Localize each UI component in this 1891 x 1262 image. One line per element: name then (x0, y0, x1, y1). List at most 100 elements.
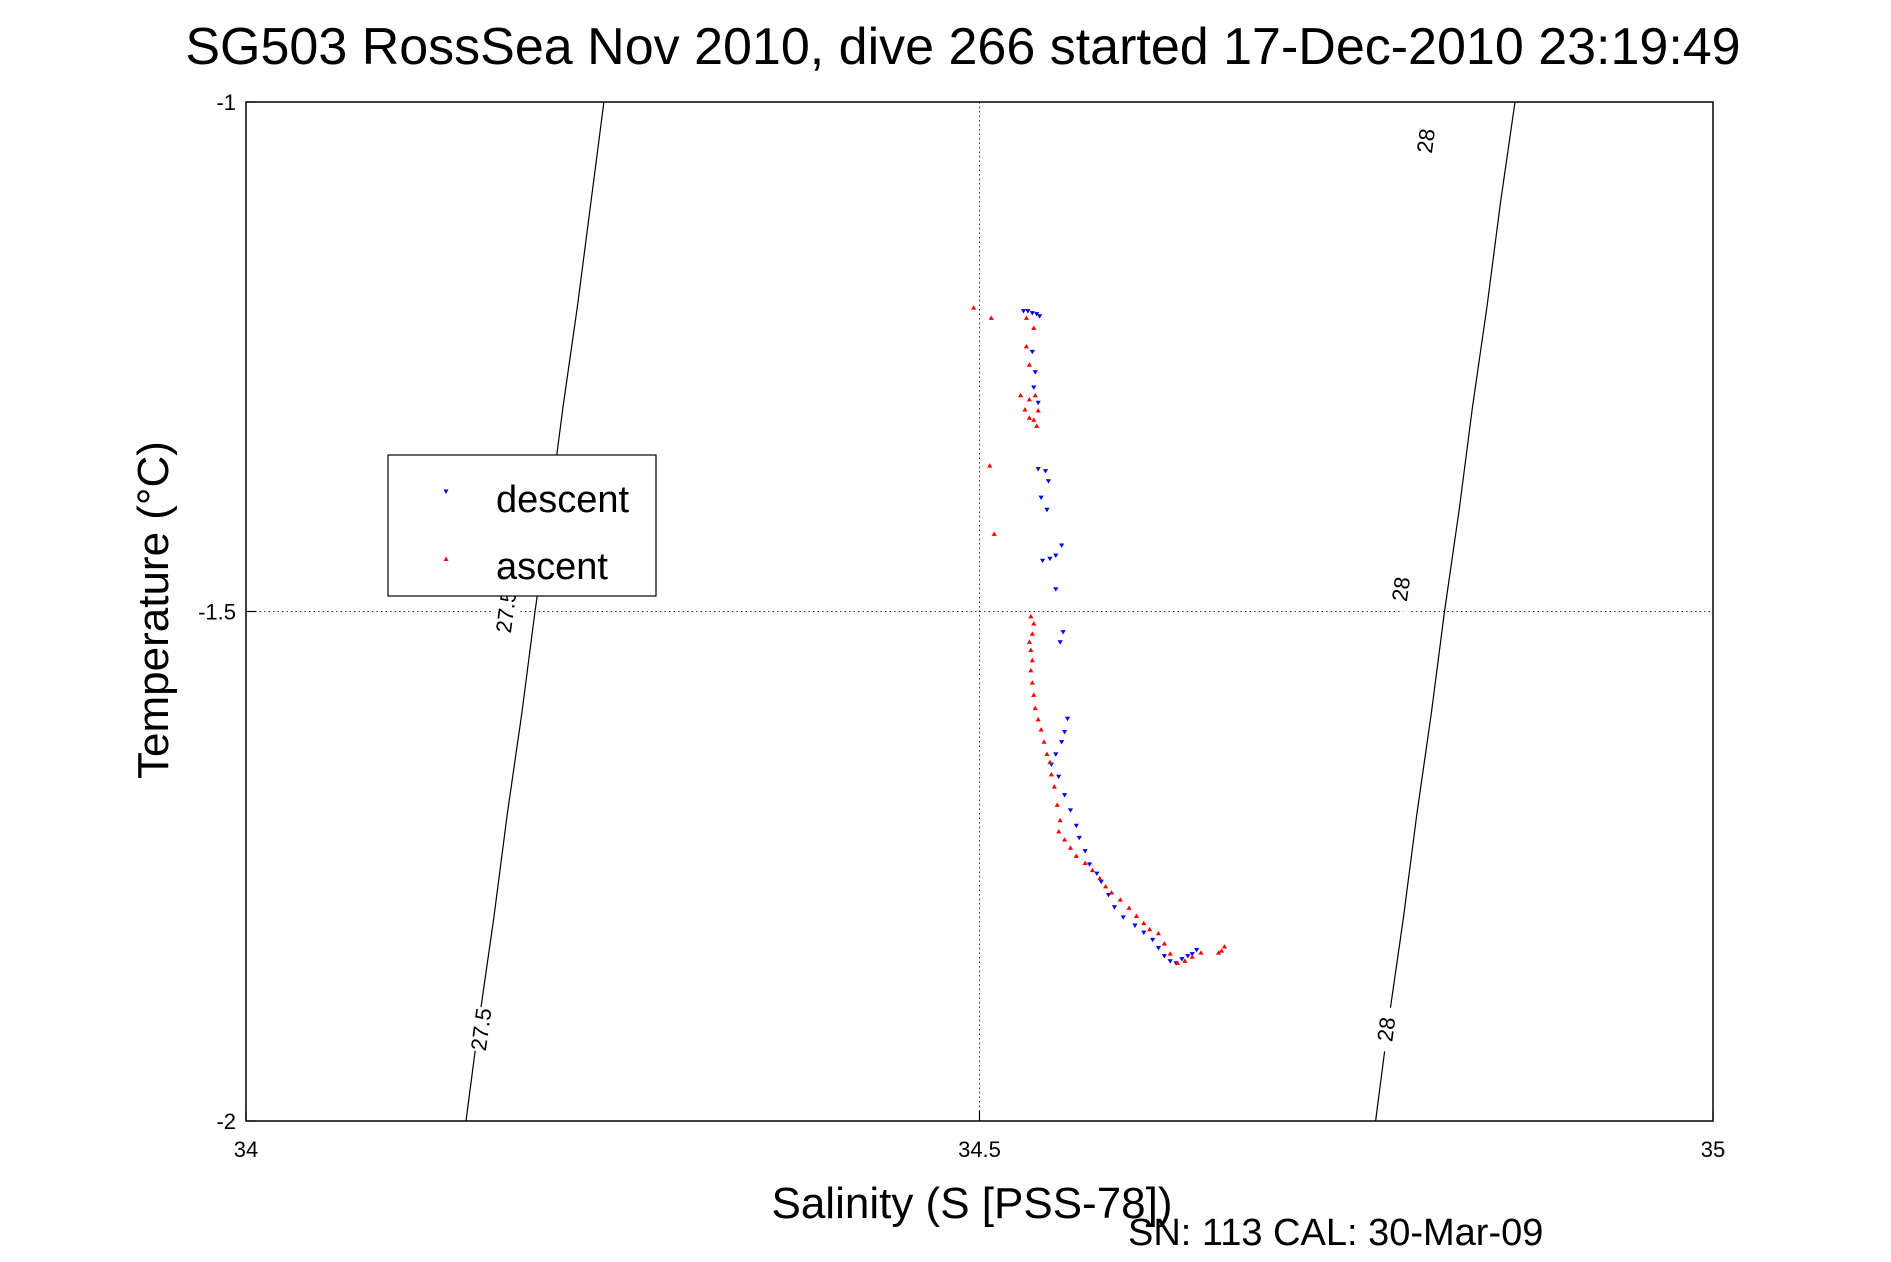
descent-point (1020, 309, 1027, 314)
isopycnal-label: 28 (1387, 575, 1415, 603)
isopycnal-label-background (464, 1005, 497, 1053)
ascent-point (1026, 415, 1032, 420)
ascent-point (1198, 950, 1204, 955)
descent-point (1086, 862, 1093, 867)
descent-point (1141, 930, 1147, 936)
descent-point (1035, 400, 1041, 406)
ascent-point (1082, 860, 1088, 865)
ascent-point (1031, 692, 1037, 697)
ascent-point (1073, 853, 1079, 858)
legend-box (387, 454, 657, 597)
ascent-point (1067, 845, 1074, 850)
legend-ascent-marker (443, 556, 449, 561)
y-tick-label: -1.5 (198, 600, 236, 625)
ascent-point (1141, 920, 1147, 926)
descent-point (1031, 385, 1037, 390)
ascent-point (1031, 621, 1037, 626)
descent-point (1064, 716, 1071, 722)
x-tick-label: 34.5 (958, 1137, 1001, 1162)
descent-point (1037, 314, 1043, 319)
descent-point (1076, 835, 1082, 841)
ascent-point (1017, 392, 1024, 398)
descent-point (1044, 507, 1050, 513)
ascent-point (1028, 647, 1034, 653)
ascent-point (1029, 680, 1035, 685)
ascent-point (1056, 829, 1062, 834)
descent-point (1035, 467, 1041, 472)
ascent-point (1035, 716, 1041, 722)
isopycnal-line (465, 101, 605, 1122)
descent-point (1056, 774, 1062, 780)
isopycnal-label-background (1369, 1005, 1402, 1053)
descent-point (1185, 954, 1191, 959)
ascent-point (1216, 950, 1222, 955)
ascent-point (1041, 739, 1047, 744)
ascent-point (1218, 948, 1225, 953)
x-tick-label: 34 (234, 1137, 258, 1162)
descent-point (1059, 543, 1065, 548)
descent-point (1039, 558, 1046, 564)
footer-serial-calibration: SN: 113 CAL: 30-Mar-09 (1128, 1212, 1543, 1254)
ascent-point (1061, 837, 1068, 842)
descent-point (1067, 808, 1074, 813)
gridlines (246, 102, 1713, 1121)
ascent-point (1022, 407, 1028, 412)
descent-point (1034, 312, 1040, 317)
descent-point (1120, 915, 1126, 920)
ascent-point (1126, 905, 1132, 910)
x-tick-label: 35 (1701, 1137, 1725, 1162)
ascent-point (1167, 951, 1173, 956)
descent-point (1094, 871, 1100, 876)
descent-point (1057, 640, 1063, 645)
ascent-point (1031, 325, 1037, 331)
ascent-point (1133, 913, 1140, 918)
ascent-point (1155, 930, 1162, 936)
descent-point (1032, 370, 1038, 375)
isopycnal-label: 27.5 (466, 1006, 497, 1052)
ascent-point (1032, 392, 1038, 398)
ascent-point (1047, 759, 1053, 765)
ascent-point (1035, 408, 1041, 413)
descent-point (1132, 923, 1138, 928)
legend-descent-marker (443, 489, 449, 494)
ascent-point (991, 531, 997, 536)
ascent-point (1103, 884, 1109, 889)
ascent-point (1189, 954, 1195, 959)
descent-point (1155, 945, 1162, 951)
descent-point (1082, 849, 1088, 854)
ascent-point (1048, 771, 1054, 777)
ascent-point (987, 463, 993, 468)
isopycnal-label-background (1384, 565, 1417, 613)
ascent-point (1117, 897, 1123, 902)
descent-point (1189, 952, 1195, 957)
descent-point (1161, 954, 1167, 959)
ascent-point (1161, 941, 1167, 946)
descent-point (1042, 469, 1049, 474)
ascent-point (1051, 784, 1057, 789)
ascent-point (1029, 631, 1035, 636)
ascent-point (1038, 727, 1044, 732)
isopycnal-label-background (1409, 117, 1442, 165)
data-markers (971, 305, 1228, 966)
descent-point (1038, 495, 1044, 500)
descent-point (1098, 879, 1104, 885)
descent-point (1061, 729, 1068, 735)
isopycnal-line (1375, 101, 1516, 1122)
descent-point (1047, 556, 1053, 562)
ascent-point (1026, 639, 1032, 644)
ascent-point (1089, 867, 1096, 873)
ascent-point (1032, 705, 1038, 711)
ascent-point (1108, 890, 1115, 895)
descent-point (1179, 957, 1185, 962)
ascent-point (1147, 926, 1153, 932)
chart-title: SG503 RossSea Nov 2010, dive 266 started… (185, 18, 1740, 76)
y-tick-label: -2 (216, 1109, 236, 1134)
ascent-point (1026, 362, 1032, 367)
ascent-point (1057, 817, 1063, 823)
ascent-point (1028, 668, 1034, 673)
ascent-point (1174, 960, 1181, 965)
descent-point (1025, 309, 1031, 314)
axis-ticks: 34 34.5 35 -1 -1.5 -2 (198, 90, 1725, 1162)
